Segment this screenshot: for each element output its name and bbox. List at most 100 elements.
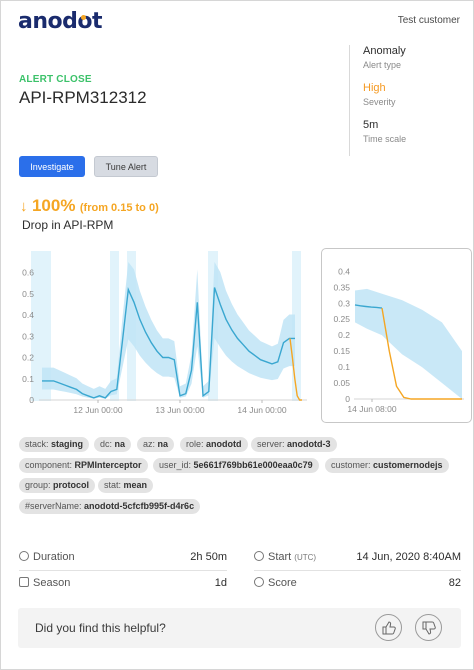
duration-value: 2h 50m [190, 551, 227, 563]
tag-stat[interactable]: stat: mean [98, 478, 154, 493]
customer-name: Test customer [397, 15, 460, 26]
tag-value: RPMInterceptor [74, 460, 142, 470]
alert-type-value: Anomaly [363, 45, 406, 57]
tag-value: anodotd-5cfcfb995f-d4r6c [84, 501, 195, 511]
y-tick-label: 0.3 [338, 298, 350, 308]
y-tick-label: 0.1 [338, 362, 350, 372]
x-tick-label: 12 Jun 00:00 [73, 405, 122, 415]
x-tick-label: 13 Jun 00:00 [155, 405, 204, 415]
tag-value: protocol [53, 480, 90, 490]
x-tick-label: 14 Jun 08:00 [347, 404, 396, 414]
y-tick-label: 0.2 [338, 330, 350, 340]
tag-stack[interactable]: stack: staging [19, 437, 90, 452]
clock-icon [19, 551, 29, 561]
clock-icon [254, 551, 264, 561]
y-tick-label: 0.4 [22, 310, 34, 320]
tag-key: server: [257, 439, 285, 449]
x-tick-label: 14 Jun 00:00 [237, 405, 286, 415]
alert-meta: Anomaly Alert type High Severity 5m Time… [349, 45, 459, 156]
alert-status: ALERT CLOSE [19, 74, 92, 85]
y-tick-label: 0.4 [338, 266, 350, 276]
season-row: Season 1d [19, 574, 227, 594]
season-label: Season [33, 577, 71, 589]
tag-key: #serverName: [25, 501, 82, 511]
severity-label: Severity [363, 97, 396, 107]
tag-key: role: [186, 439, 204, 449]
anomaly-line [381, 307, 462, 400]
score-value: 82 [448, 577, 461, 589]
tag-value: 5e661f769bb61e000eaa0c79 [193, 460, 313, 470]
tag-key: customer: [331, 460, 371, 470]
thumbs-up-button[interactable] [375, 614, 402, 641]
alert-title: API-RPM312312 [19, 88, 147, 107]
tag-az[interactable]: az: na [137, 437, 175, 452]
confidence-band [355, 288, 462, 399]
tag-value: anodotd-3 [287, 439, 331, 449]
tag-key: stat: [104, 480, 122, 490]
y-tick-label: 0.15 [333, 346, 350, 356]
tag-value: anodotd [206, 439, 242, 449]
tag-role[interactable]: role: anodotd [180, 437, 248, 452]
season-highlight [292, 251, 301, 401]
y-tick-label: 0.35 [333, 282, 350, 292]
tag-group[interactable]: group: protocol [19, 478, 96, 493]
tag-key: group: [25, 480, 51, 490]
logo-text-part: o [77, 9, 92, 34]
tag-customer[interactable]: customer: customernodejs [325, 458, 449, 473]
tag-value: mean [123, 480, 148, 490]
tag-server[interactable]: server: anodotd-3 [251, 437, 337, 452]
y-tick-label: 0.05 [333, 378, 350, 388]
change-summary: ↓ 100% (from 0.15 to 0) [20, 196, 159, 216]
tag-key: component: [25, 460, 73, 470]
start-value: 14 Jun, 2020 8:40AM [356, 551, 461, 563]
score-icon [254, 577, 264, 587]
tag-component[interactable]: component: RPMInterceptor [19, 458, 148, 473]
tag-key: az: [143, 439, 156, 449]
zoom-metric-chart: 0 0.05 0.1 0.15 0.2 0.25 0.3 0.35 0.4 14 Jun 08:0… [333, 266, 464, 414]
main-metric-chart[interactable]: 0 0.1 0.2 0.3 0.4 0.5 0.6 12 Jun 00:00 13 Jun 00… [17, 249, 317, 419]
zoom-chart-panel[interactable]: 0 0.05 0.1 0.15 0.2 0.25 0.3 0.35 0.4 14 Jun 08:0… [321, 248, 472, 423]
logo-text-part: anod [18, 9, 78, 34]
season-value: 1d [214, 577, 227, 589]
duration-label: Duration [33, 551, 75, 563]
time-scale-label: Time scale [363, 134, 407, 144]
tag-value: na [114, 439, 126, 449]
thumbs-down-button[interactable] [415, 614, 442, 641]
tag-key: dc: [100, 439, 113, 449]
start-label: Start (UTC) [268, 551, 316, 563]
calendar-icon [19, 577, 29, 587]
season-highlight [31, 251, 51, 401]
tag-value: na [157, 439, 169, 449]
feedback-bar: Did you find this helpful? [18, 608, 461, 648]
tune-alert-button[interactable]: Tune Alert [94, 156, 158, 177]
stats-divider [254, 570, 461, 571]
logo-text-part: t [92, 9, 103, 34]
y-tick-label: 0.25 [333, 314, 350, 324]
y-tick-label: 0.6 [22, 268, 34, 278]
metric-line [42, 286, 295, 399]
y-tick-label: 0.1 [22, 374, 34, 384]
down-arrow-icon: ↓ [20, 198, 28, 215]
y-tick-label: 0.2 [22, 353, 34, 363]
start-label-text: Start [268, 551, 292, 563]
start-row: Start (UTC) 14 Jun, 2020 8:40AM [254, 548, 461, 568]
severity-value: High [363, 82, 386, 94]
stats-divider [19, 570, 227, 571]
y-tick-label: 0.5 [22, 289, 34, 299]
tag-server-name[interactable]: #serverName: anodotd-5cfcfb995f-d4r6c [19, 499, 201, 514]
investigate-button[interactable]: Investigate [19, 156, 85, 177]
duration-row: Duration 2h 50m [19, 548, 227, 568]
tag-value: customernodejs [373, 460, 443, 470]
thumbs-down-icon [422, 621, 436, 635]
tag-dc[interactable]: dc: na [94, 437, 132, 452]
alert-type-label: Alert type [363, 60, 402, 70]
tag-key: stack: [25, 439, 49, 449]
tag-user-id[interactable]: user_id: 5e661f769bb61e000eaa0c79 [153, 458, 319, 473]
change-range: (from 0.15 to 0) [79, 202, 159, 214]
score-label: Score [268, 577, 297, 589]
tag-value: staging [51, 439, 84, 449]
y-tick-label: 0 [29, 395, 34, 405]
y-tick-label: 0.3 [22, 331, 34, 341]
thumbs-up-icon [382, 621, 396, 635]
